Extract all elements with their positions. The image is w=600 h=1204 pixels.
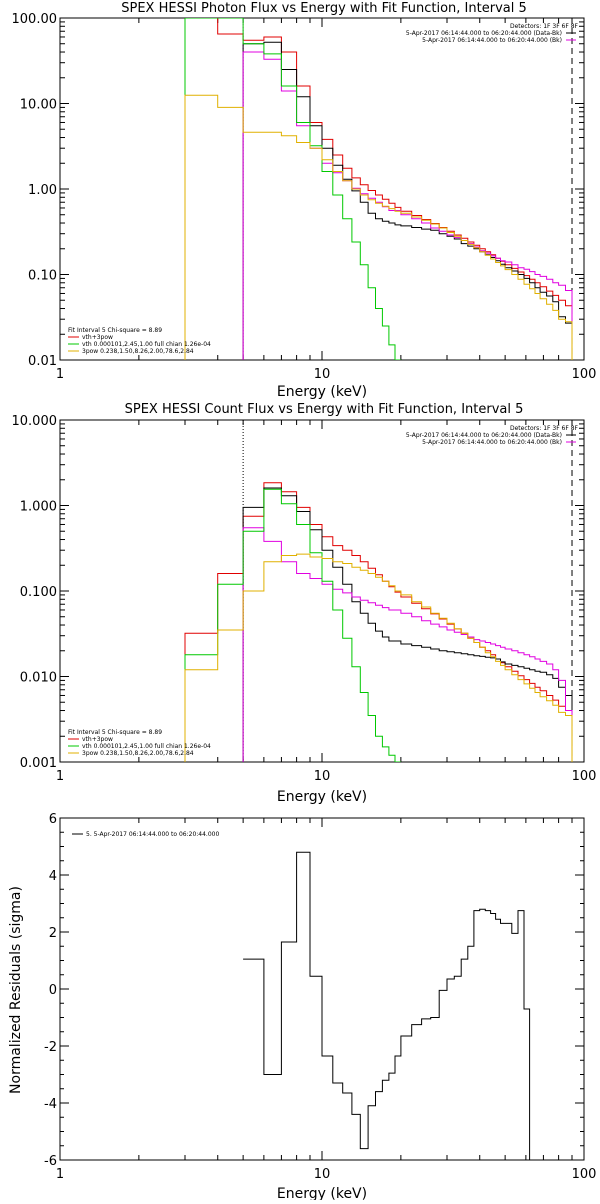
chart2-legend-legend_bottom_left-label: vth+3pow xyxy=(82,736,113,743)
chart2-legend-legend_top_right-label: Detectors: 1F 3F 6F 8F xyxy=(510,425,579,432)
chart3: 1 10 100 -6 -4 -2 0 2 4 6 5. 5-Apr-2017 06:14:44.0… xyxy=(44,812,596,1182)
chart1-ytick-label: 100.00 xyxy=(12,12,58,27)
chart3-plot-area xyxy=(243,851,572,1160)
chart1-series-background xyxy=(242,51,573,360)
chart2: 1 10 100 0.001 0.010 0.100 1.000 10.000 Detector… xyxy=(12,414,597,784)
chart2-ytick-label: 0.001 xyxy=(20,756,57,771)
chart1-ytick-label: 0.01 xyxy=(28,354,57,369)
chart3-ytick-label: 4 xyxy=(49,869,57,884)
chart3-ytick-label: 0 xyxy=(49,983,57,998)
chart2-legend-legend_top_right-label: 5-Apr-2017 06:14:44.000 to 06:20:44.000 … xyxy=(406,432,562,439)
chart1-legend-legend_bottom_left-label: Fit Interval 5 Chi-square = 8.89 xyxy=(68,327,162,334)
chart1: 1 10 100 0.01 0.10 1.00 10.00 100.00 Detectors: … xyxy=(12,12,597,382)
chart3-xtick-label: 1 xyxy=(56,1167,64,1182)
chart2-frame xyxy=(59,419,585,763)
chart2-ytick-label: 1.000 xyxy=(20,500,57,515)
chart1-xtick-label: 1 xyxy=(56,367,64,382)
chart2-ytick-label: 0.100 xyxy=(20,585,57,600)
chart1-legend-legend_bottom_left-label: vth+3pow xyxy=(82,334,113,341)
chart1-series-spow xyxy=(184,94,573,360)
chart1-xlabel: Energy (keV) xyxy=(277,384,367,400)
chart2-xlabel: Energy (keV) xyxy=(277,789,367,805)
chart3-legend-legend_top_left-label: 5. 5-Apr-2017 06:14:44.000 to 06:20:44.0… xyxy=(86,831,219,838)
chart3-ytick-label: -4 xyxy=(44,1097,57,1112)
chart3-ytick-label: -2 xyxy=(44,1040,57,1055)
chart1-xtick-label: 10 xyxy=(314,367,331,382)
chart1-ytick-label: 10.00 xyxy=(20,98,57,113)
chart1-legend-legend_bottom_left-label: 3pow 0.238,1.50,8.26,2.00,78.6,2.84 xyxy=(82,348,194,355)
chart1-legend-legend_top_right-label: 5-Apr-2017 06:14:44.000 to 06:20:44.000 … xyxy=(406,30,562,37)
chart2-legend-legend_bottom_left-label: 3pow 0.238,1.50,8.26,2.00,78.6,2.84 xyxy=(82,750,194,757)
chart2-plot-area xyxy=(184,482,573,762)
chart2-ytick-label: 10.000 xyxy=(12,414,58,429)
chart2-legend-legend_top_right-label: 5-Apr-2017 06:14:44.000 to 06:20:44.000 … xyxy=(422,439,562,446)
chart2-xtick-label: 1 xyxy=(56,769,64,784)
chart3-ylabel: Normalized Residuals (sigma) xyxy=(8,886,24,1094)
chart3-ytick-label: 2 xyxy=(49,926,57,941)
chart2-title: SPEX HESSI Count Flux vs Energy with Fit… xyxy=(125,402,524,417)
chart1-ytick-label: 0.10 xyxy=(28,269,57,284)
chart3-xtick-label: 10 xyxy=(314,1167,331,1182)
chart2-xtick-label: 10 xyxy=(314,769,331,784)
chart2-xtick-label: 100 xyxy=(572,769,597,784)
chart3-xlabel: Energy (keV) xyxy=(277,1186,367,1200)
chart3-ytick-label: 6 xyxy=(49,812,57,827)
chart1-series-vth xyxy=(184,18,401,360)
chart2-series-background xyxy=(242,527,573,762)
chart1-legend-legend_top_right-label: Detectors: 1F 3F 6F 8F xyxy=(510,23,579,30)
chart2-series-total xyxy=(242,487,573,762)
chart3-series-total xyxy=(243,851,572,1160)
chart1-plot-area xyxy=(184,18,573,360)
chart2-series-vth xyxy=(184,488,401,762)
chart1-legend-legend_bottom_left-label: vth 0.000101,2.45,1.00 full chian 1.26e-… xyxy=(82,341,211,348)
chart1-frame xyxy=(59,17,585,361)
chart1-title: SPEX HESSI Photon Flux vs Energy with Fi… xyxy=(121,1,527,16)
chart2-legend-legend_bottom_left-label: Fit Interval 5 Chi-square = 8.89 xyxy=(68,729,162,736)
chart3-ytick-label: -6 xyxy=(44,1154,57,1169)
chart1-ytick-label: 1.00 xyxy=(28,183,57,198)
chart2-series-spow xyxy=(184,553,573,762)
chart1-legend-legend_top_right-label: 5-Apr-2017 06:14:44.000 to 06:20:44.000 … xyxy=(422,37,562,44)
chart3-xtick-label: 100 xyxy=(572,1167,597,1182)
chart2-ytick-label: 0.010 xyxy=(20,671,57,686)
chart1-xtick-label: 100 xyxy=(572,367,597,382)
chart1-series-total xyxy=(242,41,573,360)
chart2-legend-legend_bottom_left-label: vth 0.000101,2.45,1.00 full chian 1.26e-… xyxy=(82,743,211,750)
